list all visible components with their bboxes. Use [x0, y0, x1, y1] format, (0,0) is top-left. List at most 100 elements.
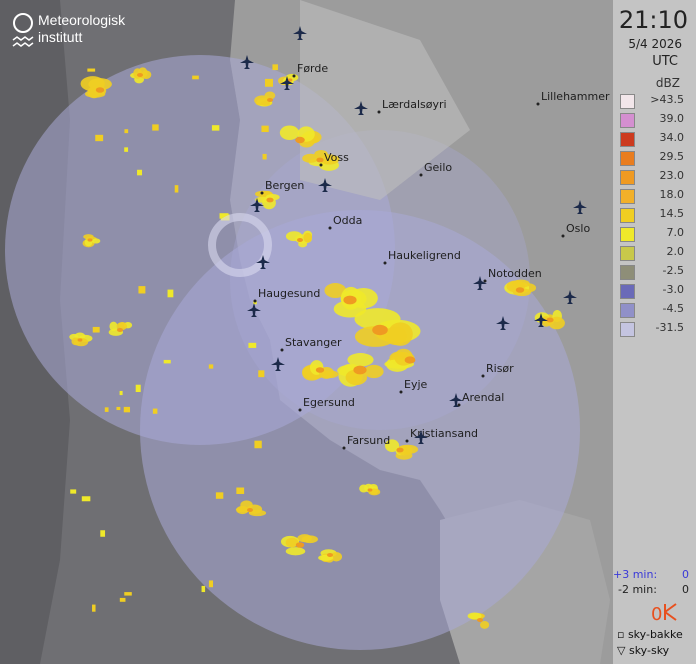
- echo-core: [477, 618, 483, 622]
- echo: [264, 78, 273, 87]
- echo: [92, 326, 100, 333]
- swatch: [620, 132, 635, 147]
- echo: [152, 408, 158, 414]
- lightning-plus: +3 min: 0: [613, 568, 689, 581]
- count: 0: [651, 604, 663, 625]
- airport: [250, 198, 264, 212]
- swatch: [620, 151, 635, 166]
- echo-core: [117, 328, 123, 332]
- echo: [167, 289, 174, 298]
- place-dot: [399, 390, 403, 394]
- echo: [208, 364, 214, 369]
- place-label: Risør: [486, 362, 514, 375]
- echo-core: [315, 367, 325, 373]
- legend-label: -3.0: [662, 283, 684, 296]
- legend-entry: 2.0: [619, 244, 692, 261]
- echo: [261, 125, 269, 133]
- echo: [138, 286, 146, 294]
- echo: [272, 64, 278, 71]
- echo: [359, 484, 369, 493]
- place-label: Odda: [333, 214, 362, 227]
- legend-entry: -3.0: [619, 282, 692, 299]
- echo: [248, 509, 267, 517]
- echo: [116, 406, 121, 411]
- echo: [140, 70, 152, 80]
- echo: [174, 185, 179, 193]
- logo: Meteorologisk institutt: [12, 12, 125, 47]
- airport: [414, 430, 428, 444]
- echo-core: [297, 238, 303, 242]
- place-dot: [280, 348, 284, 352]
- echo-core: [372, 324, 388, 336]
- echo: [480, 621, 490, 629]
- legend-label: 39.0: [659, 112, 685, 125]
- legend-label: 23.0: [659, 169, 685, 182]
- place-dot: [260, 191, 264, 195]
- side-panel: 21:10 5/4 2026 UTC dBZ >43.5 39.0 34.0 29.5…: [613, 0, 696, 664]
- echo: [253, 300, 257, 305]
- airport: [496, 316, 510, 330]
- airport: [318, 178, 332, 192]
- place-dot: [377, 110, 381, 114]
- place-label: Oslo: [566, 222, 590, 235]
- legend-label: -2.5: [662, 264, 684, 277]
- place-dot: [481, 374, 485, 378]
- echo: [123, 406, 131, 413]
- echo: [83, 234, 94, 240]
- legend-label: >43.5: [650, 93, 684, 106]
- place-label: Lærdalsøyri: [382, 98, 447, 111]
- echo-core: [77, 338, 83, 342]
- echo: [467, 612, 482, 620]
- echo-core: [295, 136, 305, 144]
- airport: [280, 76, 294, 90]
- echo: [211, 125, 220, 131]
- echo: [236, 505, 249, 515]
- symbol-cloud: ▽ sky-sky: [617, 644, 670, 657]
- echo: [248, 342, 257, 348]
- echo: [137, 169, 143, 176]
- echo: [87, 68, 96, 72]
- echo: [258, 370, 265, 378]
- legend-entry: 39.0: [619, 111, 692, 128]
- echo: [119, 390, 123, 396]
- echo-core: [353, 365, 367, 375]
- echo-core: [367, 488, 373, 492]
- legend-entry: 34.0: [619, 130, 692, 147]
- legend-label: 7.0: [666, 226, 685, 239]
- lightning-total: 0: [651, 602, 680, 625]
- place-dot: [419, 173, 423, 177]
- echo: [104, 407, 109, 412]
- lightning-icon: [664, 603, 678, 621]
- echo: [208, 580, 214, 588]
- airport: [271, 357, 285, 371]
- echo-core: [515, 287, 525, 293]
- swatch: [620, 322, 635, 337]
- echo-core: [87, 238, 93, 242]
- legend-entry: 23.0: [619, 168, 692, 185]
- echo: [95, 134, 104, 142]
- echo: [152, 124, 159, 131]
- echo: [81, 496, 91, 502]
- legend-label: -4.5: [662, 302, 684, 315]
- count: 0: [682, 583, 689, 596]
- echo: [285, 547, 306, 556]
- legend-label: 14.5: [659, 207, 685, 220]
- echo-core: [95, 87, 105, 93]
- echo: [109, 321, 118, 332]
- legend-entry: >43.5: [619, 92, 692, 109]
- legend-entry: -31.5: [619, 320, 692, 337]
- place-dot: [328, 226, 332, 230]
- place-label: Eyje: [404, 378, 428, 391]
- logo-text: Meteorologisk institutt: [38, 12, 125, 46]
- echo: [100, 530, 106, 537]
- place-label: Haukeligrend: [388, 249, 461, 262]
- echo: [135, 384, 141, 393]
- place-dot: [319, 163, 323, 167]
- place-label: Stavanger: [285, 336, 342, 349]
- legend-entry: -4.5: [619, 301, 692, 318]
- radar-coverage: [230, 130, 530, 430]
- echo: [215, 492, 224, 499]
- echo: [91, 238, 101, 244]
- echo: [285, 537, 299, 548]
- echo-core: [287, 78, 293, 82]
